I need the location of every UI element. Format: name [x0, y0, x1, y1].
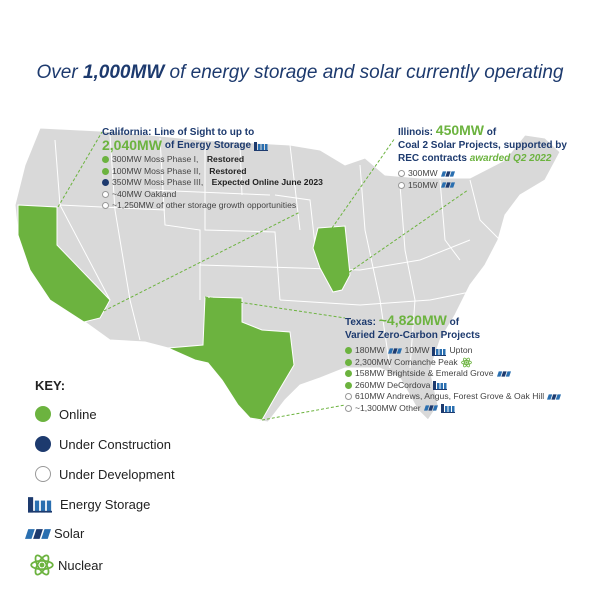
callout-amount-suffix: of — [449, 317, 460, 328]
project-status: Expected Online June 2023 — [211, 177, 323, 187]
callout-heading: Illinois: 450MW of — [398, 122, 567, 139]
project-text: Upton — [449, 345, 473, 355]
callout-label: Texas: — [345, 317, 376, 328]
key-label: Nuclear — [58, 557, 103, 573]
project-item: 2,300MW Comanche Peak — [345, 357, 561, 369]
state-borders — [54, 134, 501, 369]
project-item: 610MW Andrews, Angus, Forest Grove & Oak… — [345, 391, 561, 403]
project-item: ~1,300MW Other — [345, 403, 561, 415]
key-entry: Nuclear — [30, 553, 103, 577]
key-label: Under Development — [59, 466, 175, 482]
key-title: KEY: — [35, 378, 66, 393]
project-text: 2,300MW Comanche Peak — [355, 356, 458, 367]
callout-amount: 450MW — [435, 122, 485, 138]
storage-icon — [441, 403, 455, 413]
title: Over 1,000MW of energy storage and solar… — [0, 62, 600, 84]
state-illinois — [312, 225, 351, 293]
project-text: ~40MW Oakland — [112, 188, 177, 199]
key-label: Under Construction — [59, 436, 171, 452]
state-california — [17, 204, 111, 323]
project-text: 158MW Brightside & Emerald Grove — [355, 368, 494, 378]
key-label: Energy Storage — [60, 496, 151, 512]
storage-icon — [432, 346, 446, 356]
key-entry: Under Development — [35, 466, 175, 482]
title-before: Over — [36, 62, 78, 83]
project-text: 100MW Moss Phase II, — [112, 165, 201, 176]
project-item: ~1,250MW of other storage growth opportu… — [102, 200, 323, 212]
project-item: 350MW Moss Phase III, Expected Online Ju… — [102, 177, 323, 189]
project-item: ~40MW Oakland — [102, 189, 323, 201]
illinois-callout: Illinois: 450MW of Coal 2 Solar Projects… — [398, 122, 567, 191]
storage-icon — [254, 141, 268, 151]
callout-amount: 2,040MW — [102, 137, 162, 153]
project-text: 260MW DeCordova — [355, 379, 431, 390]
project-status: Restored — [209, 165, 247, 176]
key-entry: Solar — [25, 526, 84, 541]
callout-highlight: awarded Q2 2022 — [469, 153, 552, 164]
callout-line: REC contracts awarded Q2 2022 — [398, 152, 567, 165]
nuclear-icon — [461, 357, 472, 368]
project-text: 10MW — [404, 345, 430, 355]
california-callout: California: Line of Sight to up to 2,040… — [102, 126, 323, 212]
texas-callout: Texas: ~4,820MW of Varied Zero-Carbon Pr… — [345, 312, 561, 414]
project-text: ~1,250MW of other storage growth opportu… — [112, 200, 297, 210]
callout-items: 300MW Moss Phase I, Restored 100MW Moss … — [102, 154, 323, 212]
project-text: 150MW — [408, 179, 438, 190]
solar-icon — [547, 392, 561, 402]
callout-line: Coal 2 Solar Projects, supported by — [398, 140, 567, 151]
key-label: Solar — [54, 526, 85, 541]
project-text: 180MW — [355, 345, 385, 355]
callout-line: Varied Zero-Carbon Projects — [345, 330, 481, 341]
solar-icon — [497, 369, 511, 379]
key-label: Online — [59, 406, 97, 422]
callout-amount-suffix: of Energy Storage — [164, 140, 252, 151]
callout-amount: ~4,820MW — [378, 312, 447, 328]
project-text: 350MW Moss Phase III, — [112, 177, 204, 187]
project-item: 260MW DeCordova — [345, 380, 561, 392]
project-text: ~1,300MW Other — [355, 402, 421, 413]
state-texas — [167, 296, 295, 421]
project-text: 300MW Moss Phase I, — [112, 154, 199, 164]
solar-icon — [424, 403, 438, 413]
key-entry: Online — [35, 406, 97, 422]
nuclear-icon — [30, 553, 54, 577]
solar-icon — [441, 180, 455, 190]
title-after: of energy storage and solar currently op… — [169, 62, 564, 83]
project-item: 180MW 10MW Upton — [345, 345, 561, 357]
callout-items: 180MW 10MW Upton 2,300MW Comanche Peak 158… — [345, 345, 561, 414]
project-item: 150MW — [398, 180, 567, 192]
callout-heading: California: Line of Sight to up to — [102, 127, 255, 138]
project-status: Restored — [206, 154, 245, 164]
solar-icon — [441, 169, 455, 179]
callout-items: 300MW 150MW — [398, 168, 567, 191]
callout-amount-suffix: of — [486, 127, 497, 138]
callout-heading: Texas: ~4,820MW of — [345, 312, 561, 329]
key-entry: Energy Storage — [28, 495, 150, 513]
us-outline — [14, 127, 561, 423]
callout-amount-line: 2,040MW of Energy Storage — [102, 137, 323, 153]
project-text: 300MW — [408, 168, 438, 178]
callout-text: REC contracts — [398, 153, 467, 164]
project-item: 100MW Moss Phase II, Restored — [102, 166, 323, 178]
project-item: 300MW Moss Phase I, Restored — [102, 154, 323, 166]
project-item: 300MW — [398, 168, 567, 180]
storage-icon — [28, 495, 52, 513]
key-entry: Under Construction — [35, 436, 171, 452]
callout-label: Illinois: — [398, 127, 433, 138]
title-highlight: 1,000MW — [82, 62, 165, 83]
solar-icon — [25, 527, 51, 541]
leader-lines — [57, 131, 469, 421]
project-text: 610MW Andrews, Angus, Forest Grove & Oak… — [355, 391, 545, 401]
project-item: 158MW Brightside & Emerald Grove — [345, 368, 561, 380]
storage-icon — [433, 380, 447, 390]
solar-icon — [388, 346, 402, 356]
